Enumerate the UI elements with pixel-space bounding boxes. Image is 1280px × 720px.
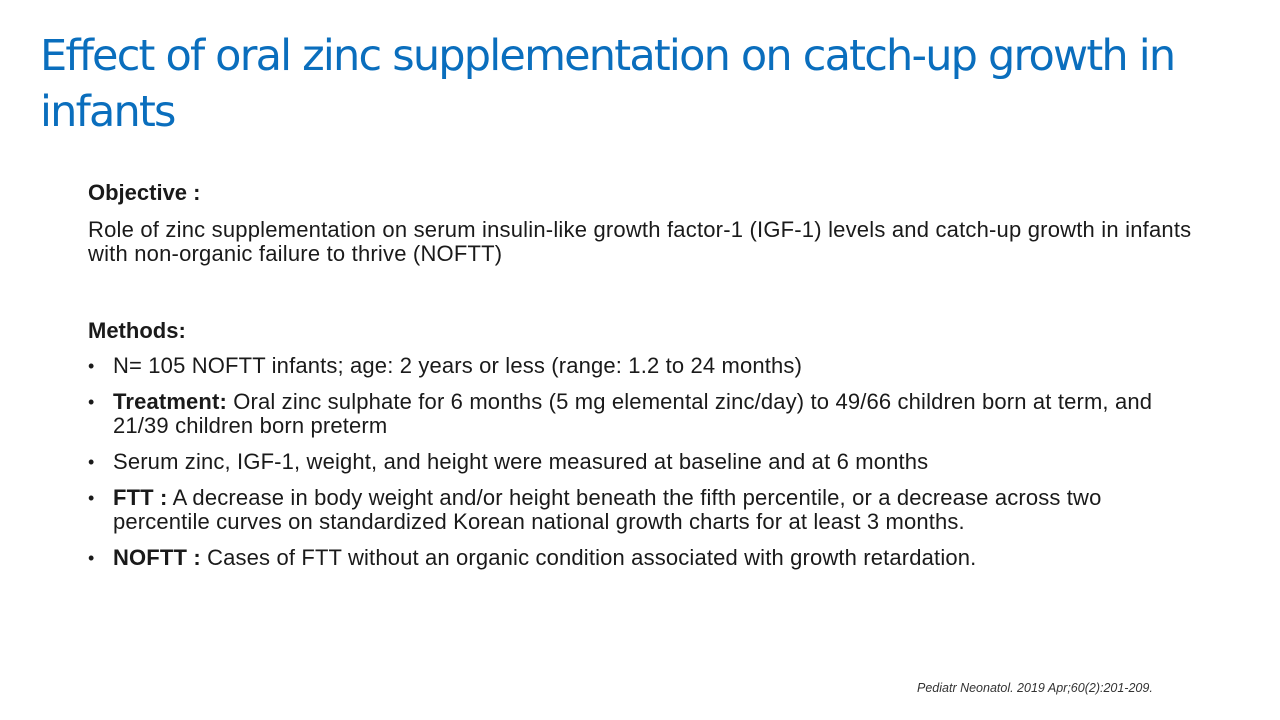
bullet-icon: • — [88, 392, 95, 412]
methods-item-noftt-definition: • NOFTT : Cases of FTT without an organi… — [88, 546, 1198, 570]
bullet-text: A decrease in body weight and/or height … — [113, 485, 1102, 534]
bullet-icon: • — [88, 356, 95, 376]
methods-item-ftt-definition: • FTT : A decrease in body weight and/or… — [88, 486, 1198, 534]
bullet-text: Serum zinc, IGF-1, weight, and height we… — [113, 449, 929, 474]
objective-heading: Objective : — [88, 180, 201, 205]
bullet-label: NOFTT : — [113, 545, 201, 570]
bullet-icon: • — [88, 452, 95, 472]
citation: Pediatr Neonatol. 2019 Apr;60(2):201-209… — [917, 681, 1153, 695]
methods-item-sample: • N= 105 NOFTT infants; age: 2 years or … — [88, 354, 1198, 378]
methods-heading: Methods: — [88, 318, 186, 343]
bullet-label: Treatment: — [113, 389, 227, 414]
bullet-text: Oral zinc sulphate for 6 months (5 mg el… — [113, 389, 1153, 438]
objective-text: Role of zinc supplementation on serum in… — [88, 217, 1192, 266]
bullet-text: Cases of FTT without an organic conditio… — [200, 545, 977, 570]
bullet-label: FTT : — [113, 485, 168, 510]
bullet-icon: • — [88, 548, 95, 568]
slide-title: Effect of oral zinc supplementation on c… — [40, 31, 1176, 137]
bullet-text: N= 105 NOFTT infants; age: 2 years or le… — [113, 353, 803, 378]
methods-item-measurements: • Serum zinc, IGF-1, weight, and height … — [88, 450, 1198, 474]
slide-content: Objective : Role of zinc supplementation… — [88, 178, 1198, 582]
methods-item-treatment: • Treatment: Oral zinc sulphate for 6 mo… — [88, 390, 1198, 438]
methods-list: • N= 105 NOFTT infants; age: 2 years or … — [88, 354, 1198, 570]
bullet-icon: • — [88, 488, 95, 508]
